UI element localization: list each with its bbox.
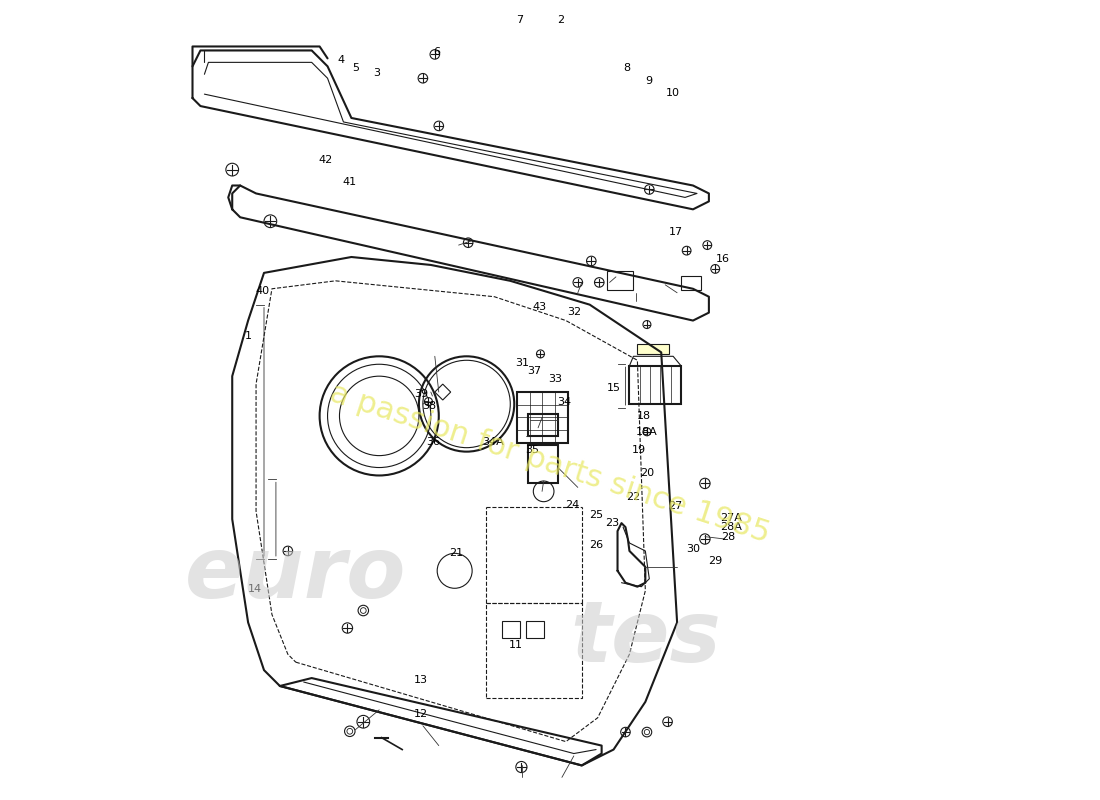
Text: 36: 36: [426, 437, 440, 447]
Text: 37: 37: [527, 366, 541, 376]
Text: 16: 16: [716, 254, 730, 263]
Text: 38: 38: [422, 402, 437, 411]
Text: 9: 9: [646, 76, 653, 86]
Circle shape: [264, 215, 277, 228]
Text: 5: 5: [353, 63, 360, 73]
Circle shape: [346, 729, 353, 734]
Text: 1: 1: [244, 331, 252, 342]
Text: 8: 8: [624, 63, 630, 73]
Circle shape: [418, 74, 428, 83]
Circle shape: [573, 278, 583, 287]
Bar: [486, 602, 582, 698]
Circle shape: [358, 715, 370, 728]
Text: 30: 30: [686, 544, 700, 554]
Text: 35: 35: [526, 445, 539, 455]
Text: 3: 3: [373, 68, 381, 78]
Circle shape: [645, 730, 649, 734]
Circle shape: [283, 546, 293, 556]
Text: 17: 17: [669, 226, 683, 237]
Text: 13: 13: [415, 674, 428, 685]
Circle shape: [642, 727, 651, 737]
Text: 12: 12: [415, 709, 428, 719]
Text: 33: 33: [549, 374, 562, 383]
Text: 2: 2: [558, 15, 564, 26]
Circle shape: [711, 265, 719, 274]
Circle shape: [594, 278, 604, 287]
Text: 7: 7: [516, 15, 524, 26]
Bar: [528, 414, 558, 436]
Text: 18: 18: [637, 411, 651, 421]
Circle shape: [703, 241, 712, 250]
Text: 43: 43: [532, 302, 547, 312]
Bar: [637, 344, 669, 354]
Text: 39: 39: [415, 390, 428, 399]
Polygon shape: [434, 384, 451, 400]
Text: 41: 41: [342, 177, 356, 186]
Circle shape: [700, 534, 711, 544]
Circle shape: [663, 717, 672, 726]
Circle shape: [642, 321, 651, 329]
Text: a passion for parts since 1985: a passion for parts since 1985: [327, 378, 773, 549]
Text: euro: euro: [185, 534, 407, 616]
Text: 26: 26: [588, 539, 603, 550]
Circle shape: [342, 623, 353, 633]
Circle shape: [434, 121, 443, 130]
Text: 34: 34: [558, 398, 571, 407]
Text: 10: 10: [667, 87, 680, 98]
Text: 25: 25: [588, 510, 603, 520]
Text: 28A: 28A: [720, 522, 742, 532]
Circle shape: [682, 246, 691, 255]
Text: 34A: 34A: [482, 437, 504, 447]
Circle shape: [226, 163, 239, 176]
Bar: [503, 621, 520, 638]
Text: 14: 14: [248, 584, 262, 594]
Circle shape: [344, 726, 355, 737]
Text: 27: 27: [669, 501, 683, 510]
Bar: [629, 366, 681, 404]
Text: 4: 4: [338, 55, 344, 65]
Text: 31: 31: [515, 358, 529, 368]
Bar: [681, 276, 701, 290]
Text: 28: 28: [722, 532, 736, 542]
Circle shape: [586, 256, 596, 266]
Text: 6: 6: [433, 47, 440, 57]
Bar: [526, 621, 543, 638]
Text: 18A: 18A: [636, 426, 658, 437]
Text: 27A: 27A: [720, 513, 742, 522]
Text: 32: 32: [566, 307, 581, 317]
Text: tes: tes: [570, 597, 721, 680]
Circle shape: [425, 398, 432, 406]
Text: 29: 29: [708, 556, 723, 566]
Circle shape: [620, 727, 630, 737]
Text: 42: 42: [319, 155, 333, 165]
Bar: [528, 446, 558, 483]
Circle shape: [361, 608, 366, 614]
Text: 15: 15: [606, 383, 620, 393]
Circle shape: [516, 762, 527, 773]
Bar: [607, 270, 632, 290]
Text: 11: 11: [509, 640, 522, 650]
Text: 23: 23: [605, 518, 619, 528]
Text: 24: 24: [565, 500, 580, 510]
Circle shape: [645, 185, 654, 194]
Circle shape: [537, 350, 544, 358]
Text: 19: 19: [631, 445, 646, 455]
Text: 20: 20: [640, 468, 654, 478]
Circle shape: [430, 50, 440, 59]
Bar: [517, 392, 569, 443]
Circle shape: [359, 606, 369, 616]
Text: 40: 40: [255, 286, 270, 296]
Circle shape: [642, 428, 651, 436]
Text: 22: 22: [626, 492, 640, 502]
Circle shape: [463, 238, 473, 247]
Circle shape: [700, 478, 711, 489]
Text: 21: 21: [449, 547, 463, 558]
